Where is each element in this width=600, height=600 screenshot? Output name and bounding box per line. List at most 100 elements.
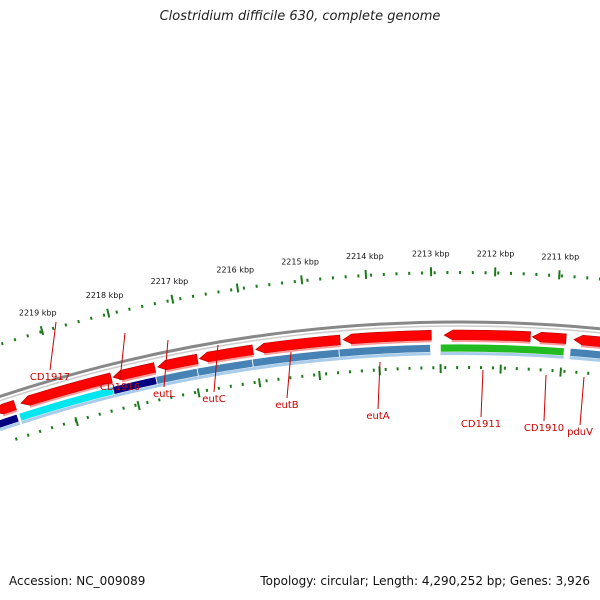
map-title: Clostridium difficile 630, complete geno…	[159, 9, 441, 24]
ruler-dot	[13, 337, 17, 342]
gene-label: eutL	[153, 389, 175, 400]
gene-band-shadow	[569, 356, 600, 362]
inner-ruler-major	[196, 388, 201, 398]
gene-label: CD1910	[524, 423, 564, 434]
gene-leader-line	[49, 321, 57, 371]
gene-leader-line	[579, 376, 585, 426]
inner-ruler-dot	[181, 393, 185, 397]
backbone-inner	[0, 325, 600, 402]
inner-ruler-dot	[98, 412, 102, 416]
gene-label: eutA	[366, 411, 389, 422]
inner-ruler-major	[318, 370, 322, 381]
ruler-major-tick	[39, 325, 45, 336]
gene-leader-line	[543, 374, 547, 422]
ruler-label: 2217 kbp	[151, 277, 189, 286]
gene-leader-line	[377, 361, 381, 410]
ruler-dot	[166, 299, 169, 303]
inner-ruler-dot	[193, 390, 197, 395]
gene-band-shadow	[339, 352, 431, 361]
inner-ruler-dot	[110, 409, 113, 413]
inner-ruler-dot	[134, 403, 137, 407]
cds-arrow-shadow	[207, 354, 254, 365]
ruler-dot	[179, 297, 182, 301]
backbone-outer	[0, 320, 600, 399]
gene-band-shadow	[253, 357, 340, 371]
cds-arrow	[443, 329, 531, 343]
ruler-dot	[128, 307, 131, 311]
inner-ruler-dot	[50, 425, 54, 430]
cds-arrow-shadow	[166, 363, 199, 373]
cds-arrow-shadow	[264, 344, 341, 356]
ruler-label: 2216 kbp	[216, 266, 254, 275]
gene-leader-line	[480, 369, 484, 418]
ruler-dot	[39, 330, 42, 334]
ruler-dot	[140, 304, 144, 309]
ruler-dot	[77, 319, 80, 324]
inner-ruler-dot	[62, 422, 66, 426]
ruler-major-tick	[106, 308, 111, 318]
gene-band-shadow	[440, 352, 564, 359]
inner-ruler-dot	[38, 429, 42, 434]
gene-band-shadow	[21, 394, 115, 424]
cds-arrow-shadow	[451, 339, 531, 344]
cds-arrow-shadow	[350, 340, 432, 347]
ruler-dot	[191, 294, 195, 298]
gene-band-shadow	[114, 384, 158, 398]
inner-ruler-dot	[169, 395, 173, 400]
inner-ruler-dot	[217, 386, 221, 390]
ruler-label: 2212 kbp	[477, 249, 515, 258]
ruler-dot	[51, 326, 55, 331]
cds-arrow-shadow	[539, 342, 566, 346]
inner-ruler-dot	[157, 398, 161, 402]
gene-leader-line	[163, 339, 169, 388]
gene-label: eutB	[275, 400, 298, 411]
gene-band-shadow	[0, 421, 21, 432]
ruler-major-tick	[558, 270, 561, 280]
ruler-dot	[153, 302, 157, 306]
ruler-label: 2219 kbp	[19, 309, 57, 318]
gene-label: CD1917	[30, 372, 70, 383]
ruler-major-tick	[300, 275, 304, 285]
ruler-label: 2215 kbp	[281, 257, 319, 266]
inner-ruler-dot	[122, 406, 125, 410]
ruler-label: 2214 kbp	[346, 252, 384, 261]
cds-arrow-shadow	[29, 382, 113, 408]
inner-ruler-dot	[205, 388, 209, 393]
inner-ruler-major	[136, 400, 141, 411]
ruler-dot	[204, 292, 207, 296]
ruler-label: 2213 kbp	[412, 249, 450, 258]
accession-label: Accession: NC_009089	[9, 574, 146, 588]
inner-ruler-major	[559, 367, 563, 377]
gene-label: eutC	[202, 394, 225, 405]
gene-band-shadow	[198, 367, 254, 380]
inner-ruler-dot	[14, 437, 18, 441]
inner-ruler-dot	[146, 400, 149, 405]
inner-ruler-major	[257, 378, 262, 388]
gene-band-shadow	[157, 376, 200, 388]
ruler-dot	[0, 341, 4, 346]
ruler-dot	[102, 313, 106, 317]
gene-leader-line	[213, 344, 219, 393]
ruler-major-tick	[170, 294, 175, 304]
gene-leader-line	[286, 351, 292, 399]
cds-arrow	[531, 331, 567, 345]
inner-ruler-dot	[26, 433, 30, 437]
genome-stats: Topology: circular; Length: 4,290,252 bp…	[260, 574, 590, 588]
gene-label: pduV	[567, 427, 593, 438]
ruler-label: 2211 kbp	[541, 252, 579, 261]
gene-label: CD1916	[100, 382, 140, 393]
ruler-label: 2218 kbp	[86, 291, 124, 300]
ruler-major-tick	[235, 283, 240, 293]
ruler-dot	[115, 310, 119, 314]
inner-ruler-major	[74, 416, 79, 427]
ruler-major-tick	[364, 269, 368, 279]
cds-arrow-shadow	[121, 372, 157, 383]
ruler-dot	[26, 334, 30, 338]
ruler-dot	[64, 323, 68, 327]
inner-ruler-dot	[86, 415, 90, 420]
cds-arrow-shadow	[2, 409, 18, 417]
gene-label: CD1911	[461, 419, 501, 430]
cds-arrow-shadow	[580, 345, 600, 349]
ruler-dot	[89, 316, 93, 320]
